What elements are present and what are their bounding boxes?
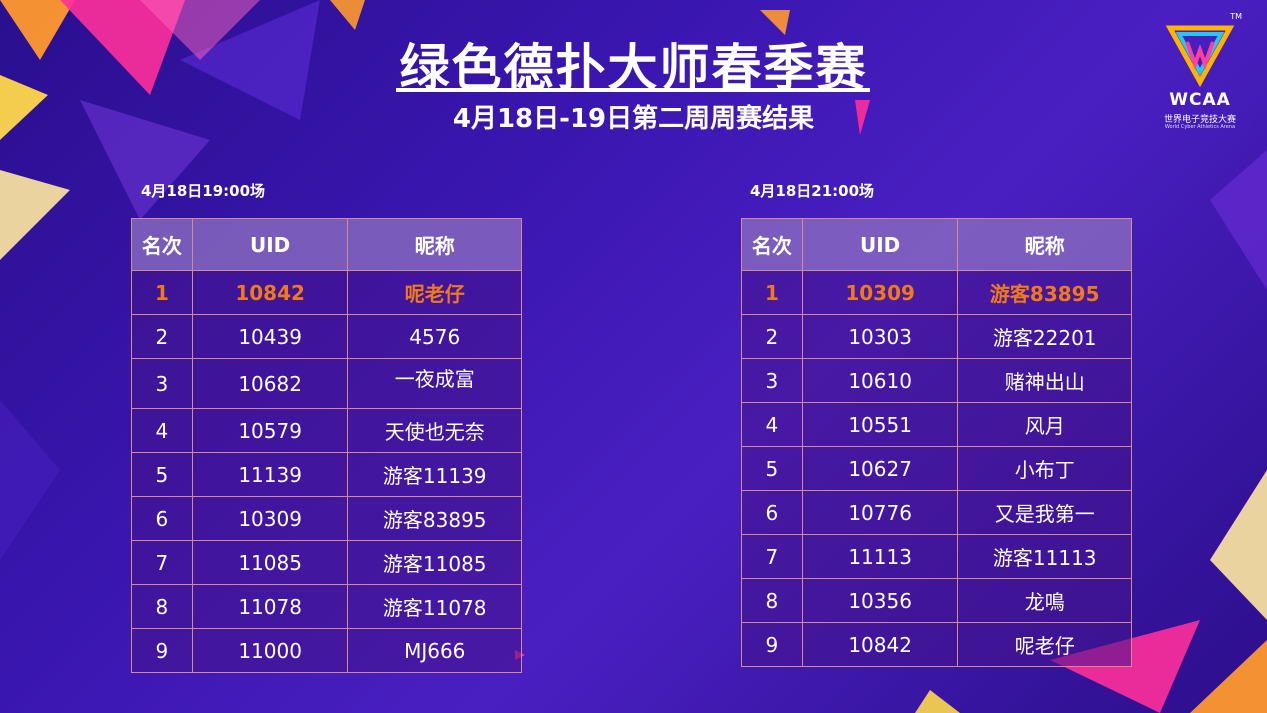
column-header-rank: 名次 <box>131 218 193 271</box>
title-underline <box>396 88 870 92</box>
uid-cell: 11000 <box>191 628 349 673</box>
uid-cell: 10309 <box>191 496 349 541</box>
nickname-cell: MJ666 <box>347 628 522 673</box>
nickname-cell: 游客11085 <box>347 540 522 585</box>
wcaa-logo: TM WCAA 世界电子竞技大赛 World Cyber Athletics A… <box>1150 12 1260 130</box>
uid-cell: 10303 <box>801 314 959 359</box>
rank-cell: 9 <box>131 628 193 673</box>
nickname-cell: 赌神出山 <box>957 358 1132 403</box>
rank-cell: 7 <box>131 540 193 585</box>
uid-cell: 10682 <box>191 358 349 409</box>
nickname-cell: 风月 <box>957 402 1132 447</box>
nickname-cell: 又是我第一 <box>957 490 1132 535</box>
page-title: 绿色德扑大师春季赛 <box>399 39 868 97</box>
column-header-nickname: 昵称 <box>347 218 522 271</box>
table-row: 6 10309 游客83895 <box>131 496 522 541</box>
rank-cell: 2 <box>131 314 193 359</box>
table-row: 8 10356 龙鳴 <box>741 578 1132 623</box>
column-header-uid: UID <box>191 218 349 271</box>
rank-cell: 7 <box>741 534 803 579</box>
rank-cell: 1 <box>741 270 803 315</box>
table-header-row: 名次 UID 昵称 <box>741 218 1132 271</box>
nickname-cell: 游客11113 <box>957 534 1132 579</box>
nickname-cell: 天使也无奈 <box>347 408 522 453</box>
table-row: 2 10439 4576 <box>131 314 522 359</box>
rank-cell: 3 <box>131 358 193 409</box>
table-row: 9 10842 呢老仔 <box>741 622 1132 667</box>
table-row: 3 10610 赌神出山 <box>741 358 1132 403</box>
rank-cell: 3 <box>741 358 803 403</box>
uid-cell: 11139 <box>191 452 349 497</box>
table-row: 7 11113 游客11113 <box>741 534 1132 579</box>
table-row: 4 10551 风月 <box>741 402 1132 447</box>
trademark-symbol: TM <box>1230 12 1242 21</box>
rank-cell: 5 <box>131 452 193 497</box>
column-header-rank: 名次 <box>741 218 803 271</box>
nickname-cell: 4576 <box>347 314 522 359</box>
logo-chinese: 世界电子竞技大赛 <box>1163 115 1236 125</box>
nickname-cell: 龙鳴 <box>957 578 1132 623</box>
uid-cell: 10439 <box>191 314 349 359</box>
uid-cell: 11078 <box>191 584 349 629</box>
uid-cell: 10579 <box>191 408 349 453</box>
rank-cell: 6 <box>131 496 193 541</box>
session-label-right: 4月18日21:00场 <box>750 182 875 200</box>
uid-cell: 10842 <box>191 270 349 315</box>
nickname-cell: 呢老仔 <box>957 622 1132 667</box>
results-table-left: 名次 UID 昵称 1 10842 呢老仔 2 10439 4576 3 106… <box>131 218 522 673</box>
nickname-cell: 呢老仔 <box>347 270 522 315</box>
table-row: 1 10842 呢老仔 <box>131 270 522 315</box>
results-table-right: 名次 UID 昵称 1 10309 游客83895 2 10303 游客2220… <box>741 218 1132 667</box>
column-header-uid: UID <box>801 218 959 271</box>
rank-cell: 4 <box>131 408 193 453</box>
uid-cell: 10627 <box>801 446 959 491</box>
uid-cell: 11085 <box>191 540 349 585</box>
logo-brand: WCAA <box>1169 90 1231 110</box>
rank-cell: 8 <box>131 584 193 629</box>
uid-cell: 10551 <box>801 402 959 447</box>
table-row: 8 11078 游客11078 <box>131 584 522 629</box>
nickname-cell: 游客11139 <box>347 452 522 497</box>
nickname-cell: 游客83895 <box>957 270 1132 315</box>
rank-cell: 8 <box>741 578 803 623</box>
table-row: 6 10776 又是我第一 <box>741 490 1132 535</box>
uid-cell: 10610 <box>801 358 959 403</box>
nickname-cell: 游客83895 <box>347 496 522 541</box>
rank-cell: 2 <box>741 314 803 359</box>
table-row: 4 10579 天使也无奈 <box>131 408 522 453</box>
nickname-cell: 游客11078 <box>347 584 522 629</box>
uid-cell: 11113 <box>801 534 959 579</box>
nickname-cell: 一夜成富 <box>347 358 522 409</box>
rank-cell: 4 <box>741 402 803 447</box>
nickname-cell: 游客22201 <box>957 314 1132 359</box>
table-row: 5 11139 游客11139 <box>131 452 522 497</box>
uid-cell: 10842 <box>801 622 959 667</box>
rank-cell: 1 <box>131 270 193 315</box>
table-row: 1 10309 游客83895 <box>741 270 1132 315</box>
uid-cell: 10309 <box>801 270 959 315</box>
table-row: 9 11000 MJ666 <box>131 628 522 673</box>
table-row: 7 11085 游客11085 <box>131 540 522 585</box>
rank-cell: 6 <box>741 490 803 535</box>
table-row: 5 10627 小布丁 <box>741 446 1132 491</box>
table-row: 2 10303 游客22201 <box>741 314 1132 359</box>
rank-cell: 5 <box>741 446 803 491</box>
page-subtitle: 4月18日-19日第二周周赛结果 <box>452 104 815 134</box>
column-header-nickname: 昵称 <box>957 218 1132 271</box>
uid-cell: 10776 <box>801 490 959 535</box>
nickname-cell: 小布丁 <box>957 446 1132 491</box>
rank-cell: 9 <box>741 622 803 667</box>
wcaa-logo-icon <box>1165 25 1235 88</box>
session-label-left: 4月18日19:00场 <box>141 182 266 200</box>
logo-english: World Cyber Athletics Arena <box>1164 124 1236 130</box>
table-row: 3 10682 一夜成富 <box>131 358 522 409</box>
table-header-row: 名次 UID 昵称 <box>131 218 522 271</box>
uid-cell: 10356 <box>801 578 959 623</box>
